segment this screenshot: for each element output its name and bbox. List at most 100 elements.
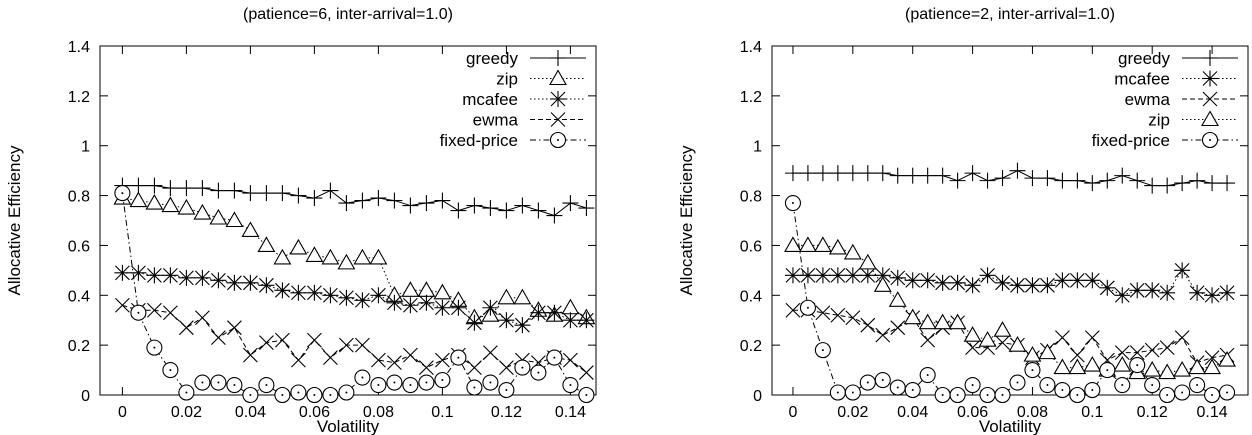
c0-legend-label: zip: [496, 70, 518, 89]
c1-point-greedy: [1039, 170, 1056, 187]
c0-point-zip: [353, 248, 372, 265]
c1-legend-entry-mcafee: mcafee: [1114, 70, 1238, 89]
c0-point-greedy: [338, 195, 355, 212]
c1-ytick-label: 0.8: [740, 189, 762, 206]
c1-point-fixed-price: [1099, 362, 1116, 379]
c0-point-greedy: [514, 197, 531, 214]
c0-point-fixed-price: [338, 384, 355, 401]
c1-point-fixed-price: [1114, 376, 1131, 394]
c1-ytick-label: 1.2: [740, 89, 762, 106]
c0-point-ewma: [355, 337, 370, 353]
c1-point-greedy: [1129, 172, 1146, 189]
c0-point-ewma: [211, 330, 226, 346]
c1-point-mcafee: [1009, 277, 1026, 294]
c0-point-fixed-price: [258, 376, 275, 394]
c1-ytick-label: 1: [753, 139, 762, 156]
c1-xtick-label: 0.06: [957, 404, 988, 421]
c1-point-mcafee: [919, 272, 936, 289]
c0-xtick-label: 0.12: [491, 404, 522, 421]
c0-point-ewma: [387, 355, 402, 370]
c1-point-fixed-price: [1069, 386, 1086, 404]
c1-legend-label: zip: [1148, 111, 1170, 130]
c0-point-fixed-price: [562, 376, 579, 394]
c1-point-mcafee: [889, 269, 906, 286]
c0-point-greedy: [274, 185, 291, 202]
c1-point-greedy: [1114, 167, 1131, 184]
c0-point-zip: [161, 196, 180, 213]
c1-ytick-label: 0.2: [740, 338, 762, 355]
c0-point-greedy: [386, 192, 403, 209]
c1-point-zip: [948, 313, 967, 330]
c0-point-ewma: [403, 347, 418, 363]
c1-point-fixed-price: [949, 386, 966, 404]
c1-point-fixed-price: [874, 371, 891, 389]
c1-point-ewma: [1055, 330, 1070, 346]
c0-point-mcafee: [418, 294, 435, 311]
c0-legend-entry-ewma: ewma: [473, 111, 586, 130]
c1-point-ewma: [785, 302, 801, 318]
c1-point-ewma: [965, 340, 980, 356]
c0-point-mcafee: [498, 312, 515, 329]
c0-xtick-label: 0.02: [171, 404, 202, 421]
c1-point-mcafee: [1144, 282, 1161, 299]
c1-point-ewma: [1144, 342, 1160, 358]
c0-legend-marker: [550, 91, 566, 107]
c0-point-zip: [129, 191, 148, 208]
c1-point-greedy: [859, 165, 876, 182]
c1-point-mcafee: [979, 267, 996, 284]
c0-point-zip: [209, 208, 228, 225]
c1-point-zip: [858, 253, 877, 270]
c1-point-ewma: [890, 320, 906, 336]
c1-point-fixed-price: [1144, 376, 1161, 394]
c0-point-greedy: [466, 197, 483, 214]
c0-legend-marker: [550, 112, 566, 127]
c1-point-ewma: [815, 305, 831, 321]
c1-series-mcafee: [784, 262, 1236, 304]
c1-point-greedy: [1189, 172, 1206, 189]
c1-legend-label: ewma: [1125, 90, 1171, 109]
c0-legend-label: greedy: [466, 49, 518, 68]
c0-point-greedy: [242, 185, 259, 202]
c1-point-ewma: [1129, 345, 1145, 361]
c0-point-zip: [177, 198, 196, 215]
c1-point-greedy: [1174, 175, 1191, 192]
c0-point-mcafee: [482, 299, 499, 316]
c0-point-ewma: [227, 320, 242, 336]
c0-point-fixed-price: [178, 384, 195, 401]
c0-point-mcafee: [434, 299, 451, 316]
c1-point-fixed-price: [994, 386, 1011, 404]
c0-point-ewma: [467, 360, 482, 375]
c0-point-zip: [241, 221, 260, 238]
c1-point-zip: [1113, 355, 1132, 372]
c1-series-line-ewma: [792, 309, 1228, 364]
c1-point-zip: [1008, 336, 1027, 352]
chart-right: (patience=2, inter-arrival=1.0) 0 0.2 0.4 0.…: [677, 6, 1249, 435]
c1-point-mcafee: [844, 267, 861, 284]
c1-point-greedy: [979, 172, 996, 189]
c0-legend-entry-fixed-price: fixed-price: [440, 131, 586, 150]
c0-point-mcafee: [322, 287, 339, 304]
c0-legend-entry-mcafee: mcafee: [462, 90, 586, 109]
c1-point-zip: [1218, 350, 1236, 367]
c1-point-zip: [813, 236, 832, 252]
c1-legend-marker: [1202, 91, 1218, 107]
c1-legend-marker: [1201, 131, 1219, 149]
c1-point-zip: [963, 326, 982, 342]
c0-point-greedy: [562, 195, 579, 212]
c0-point-mcafee: [290, 284, 307, 301]
c0-legend-marker: [549, 131, 567, 149]
c0-point-mcafee: [562, 312, 579, 329]
c0-point-ewma: [163, 305, 178, 321]
c1-point-zip: [828, 238, 847, 255]
c0-point-fixed-price: [322, 386, 339, 404]
c0-ytick-label: 0.4: [68, 288, 90, 305]
c0-point-fixed-price: [498, 381, 515, 399]
c0-point-greedy: [482, 200, 499, 217]
c1-point-greedy: [934, 167, 951, 184]
c1-point-greedy: [1204, 175, 1221, 192]
c0-point-mcafee: [402, 297, 419, 314]
c0-series-line-mcafee: [122, 272, 587, 326]
c1-point-mcafee: [1174, 262, 1191, 279]
c1-legend-entry-fixed-price: fixed-price: [1092, 131, 1238, 150]
c0-point-ewma: [323, 350, 338, 365]
